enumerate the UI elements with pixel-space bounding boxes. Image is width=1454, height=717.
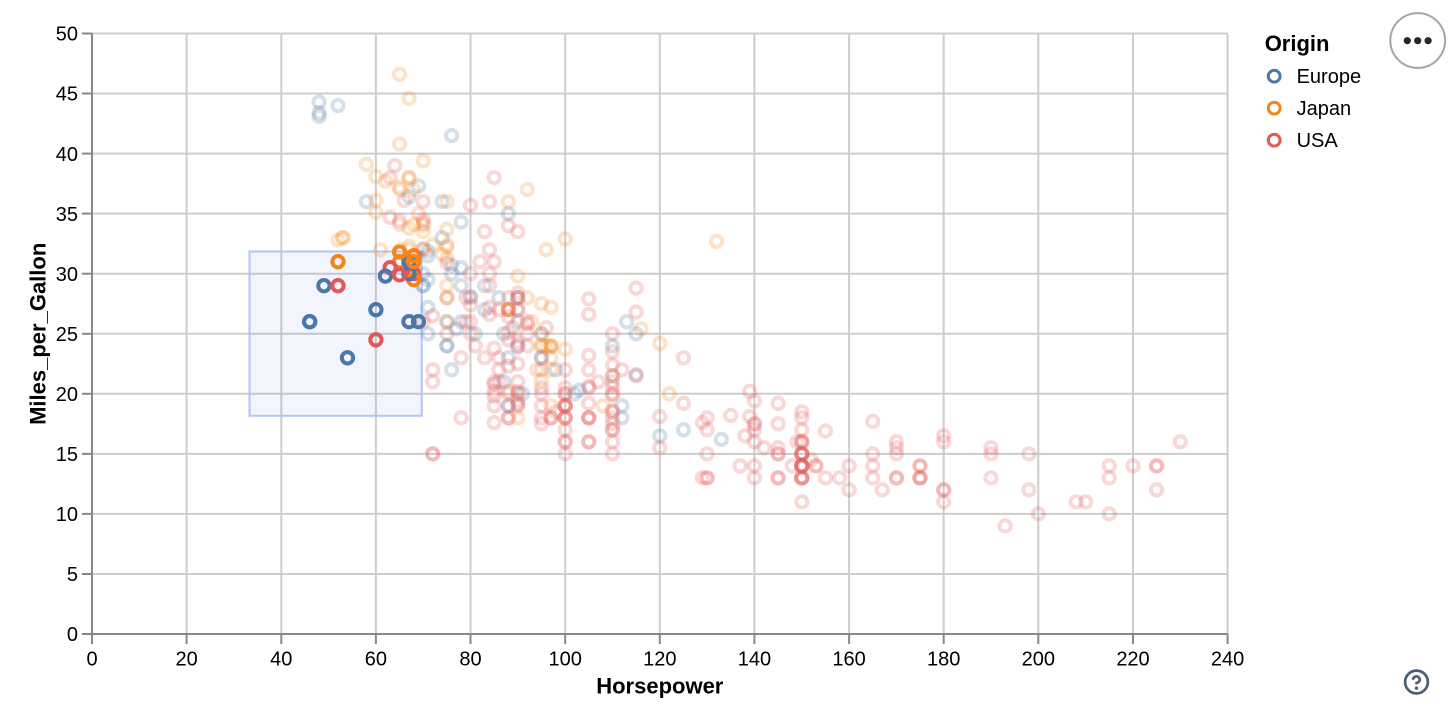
svg-text:Horsepower: Horsepower — [596, 674, 724, 699]
svg-text:35: 35 — [56, 204, 78, 226]
svg-text:180: 180 — [927, 649, 960, 671]
svg-text:140: 140 — [738, 649, 771, 671]
svg-text:20: 20 — [56, 384, 78, 406]
svg-text:5: 5 — [67, 564, 78, 586]
svg-text:0: 0 — [86, 649, 97, 671]
svg-text:80: 80 — [459, 649, 481, 671]
svg-text:Europe: Europe — [1297, 66, 1362, 88]
svg-text:160: 160 — [832, 649, 865, 671]
svg-text:45: 45 — [56, 84, 78, 106]
svg-text:25: 25 — [56, 324, 78, 346]
svg-text:15: 15 — [56, 444, 78, 466]
svg-text:220: 220 — [1116, 649, 1149, 671]
svg-text:10: 10 — [56, 504, 78, 526]
svg-text:240: 240 — [1211, 649, 1244, 671]
svg-text:40: 40 — [56, 144, 78, 166]
svg-text:60: 60 — [365, 649, 387, 671]
svg-text:Origin: Origin — [1265, 31, 1330, 56]
svg-text:USA: USA — [1297, 130, 1339, 152]
svg-text:20: 20 — [175, 649, 197, 671]
svg-text:40: 40 — [270, 649, 292, 671]
svg-text:50: 50 — [56, 24, 78, 46]
svg-text:200: 200 — [1022, 649, 1055, 671]
svg-text:120: 120 — [643, 649, 676, 671]
svg-text:0: 0 — [67, 624, 78, 646]
svg-text:Japan: Japan — [1297, 98, 1352, 120]
svg-text:30: 30 — [56, 264, 78, 286]
svg-text:Miles_per_Gallon: Miles_per_Gallon — [25, 243, 50, 425]
svg-text:100: 100 — [549, 649, 582, 671]
